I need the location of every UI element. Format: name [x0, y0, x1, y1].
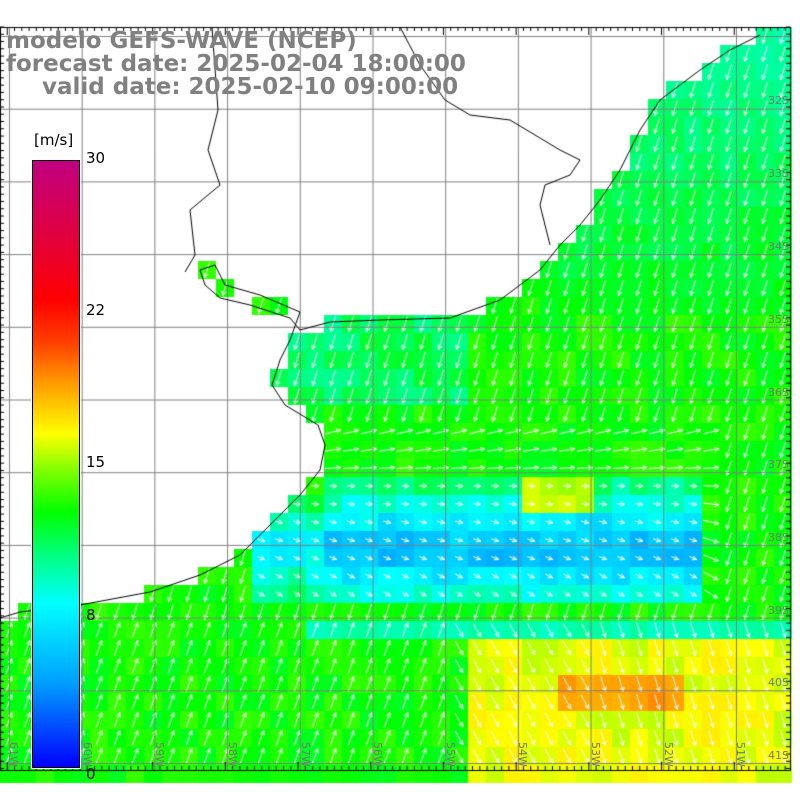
- colorbar-label-22: 22: [86, 301, 106, 319]
- lat-label: 40S: [768, 676, 789, 689]
- lon-label: 61W: [7, 742, 20, 767]
- lat-label: 35S: [768, 313, 789, 326]
- lon-label: 51W: [734, 742, 747, 767]
- lat-label: 37S: [768, 458, 789, 471]
- colorbar-label-8: 8: [86, 606, 96, 624]
- forecast-date: forecast date: 2025-02-04 18:00:00: [6, 51, 466, 77]
- lat-label: 34S: [768, 240, 789, 253]
- lat-label: 32S: [768, 94, 789, 107]
- lon-label: 53W: [589, 742, 602, 767]
- colorbar-label-15: 15: [86, 453, 106, 471]
- valid-date: valid date: 2025-02-10 09:00:00: [42, 74, 459, 100]
- lon-label: 59W: [153, 742, 166, 767]
- lat-label: 33S: [768, 167, 789, 180]
- lon-label: 60W: [81, 742, 94, 767]
- lon-label: 55W: [444, 742, 457, 767]
- lon-label: 56W: [371, 742, 384, 767]
- lat-label: 41S: [768, 749, 789, 762]
- lon-label: 54W: [516, 742, 529, 767]
- lat-label: 39S: [768, 604, 789, 617]
- colorbar-label-0: 0: [86, 765, 96, 783]
- lon-label: 57W: [299, 742, 312, 767]
- lon-label: 58W: [226, 742, 239, 767]
- colorbar: [31, 159, 81, 769]
- model-title: modelo GEFS-WAVE (NCEP): [6, 28, 357, 54]
- lon-label: 52W: [662, 742, 675, 767]
- colorbar-unit: [m/s]: [34, 131, 74, 149]
- lat-label: 38S: [768, 531, 789, 544]
- colorbar-label-30: 30: [86, 149, 106, 167]
- lat-label: 36S: [768, 386, 789, 399]
